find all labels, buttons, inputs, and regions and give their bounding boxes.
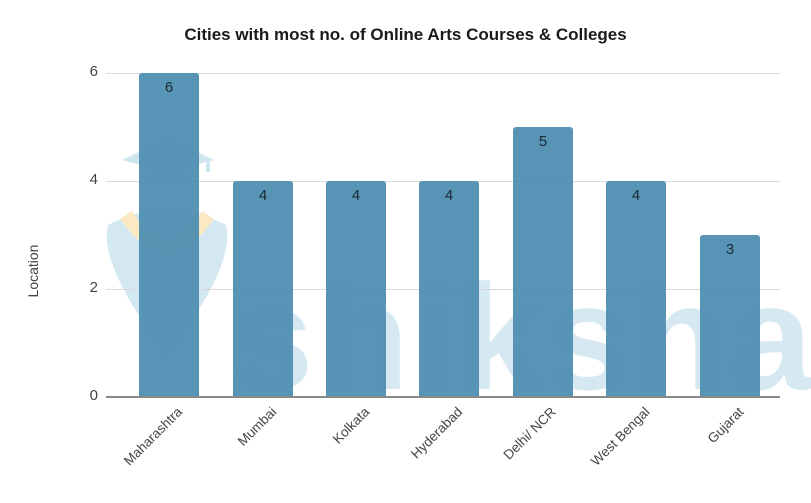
x-tick-label: Maharashtra	[121, 404, 186, 469]
bar-value-label: 3	[725, 241, 735, 258]
bar-kolkata	[326, 181, 386, 397]
bar-value-label: 4	[258, 187, 268, 204]
x-tick-label: West Bengal	[587, 404, 653, 469]
x-tick-label: Kolkata	[329, 404, 373, 447]
bar-value-label: 6	[164, 79, 174, 96]
bar-value-label: 4	[631, 187, 641, 204]
bar-maharashtra	[139, 73, 199, 397]
x-tick-label: Gujarat	[704, 404, 747, 447]
bar-west-bengal	[606, 181, 666, 397]
bar-value-label: 5	[538, 133, 548, 150]
gridline	[106, 73, 780, 74]
bar-value-label: 4	[444, 187, 454, 204]
bar-gujarat	[700, 235, 760, 397]
y-tick: 4	[89, 171, 98, 188]
y-tick: 6	[89, 63, 98, 80]
y-tick: 0	[89, 387, 98, 404]
bar-mumbai	[233, 181, 293, 397]
y-tick: 2	[89, 279, 98, 296]
x-axis-line	[106, 396, 780, 398]
chart-title: Cities with most no. of Online Arts Cour…	[184, 25, 627, 44]
x-tick-label: Hyderabad	[407, 404, 466, 462]
bar-hyderabad	[419, 181, 479, 397]
bar-delhi-ncr	[513, 127, 573, 397]
bar-value-label: 4	[351, 187, 361, 204]
x-tick-label: Delhi/ NCR	[500, 404, 560, 463]
x-tick-label: Mumbai	[234, 404, 280, 449]
